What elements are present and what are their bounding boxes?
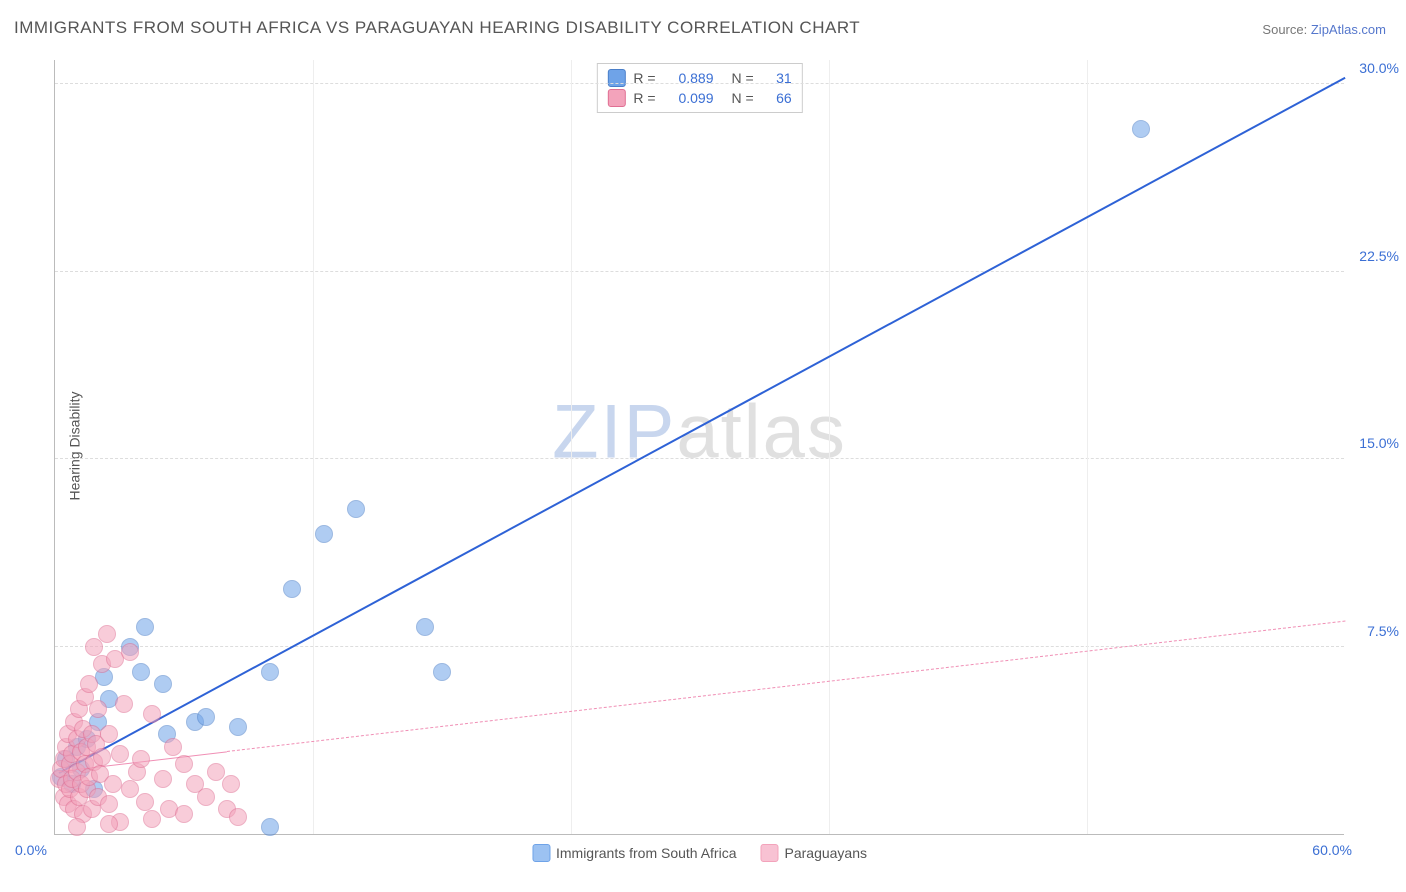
legend-stats: R =0.889N =31 R = 0.099 N = 66	[596, 63, 802, 113]
data-point	[229, 808, 247, 826]
gridline-horizontal	[55, 271, 1344, 272]
data-point	[132, 750, 150, 768]
legend-stat-row: R = 0.099 N = 66	[607, 88, 791, 108]
source-link[interactable]: ZipAtlas.com	[1311, 22, 1386, 37]
data-point	[347, 500, 365, 518]
watermark: ZIPatlas	[552, 388, 847, 475]
data-point	[175, 755, 193, 773]
data-point	[229, 718, 247, 736]
data-point	[261, 818, 279, 836]
source-label: Source:	[1262, 22, 1307, 37]
data-point	[154, 675, 172, 693]
data-point	[222, 775, 240, 793]
data-point	[80, 675, 98, 693]
data-point	[68, 818, 86, 836]
gridline-horizontal	[55, 83, 1344, 84]
legend-series-label: Immigrants from South Africa	[556, 845, 737, 861]
legend-series-item: Paraguayans	[761, 844, 868, 862]
legend-swatch	[761, 844, 779, 862]
data-point	[100, 795, 118, 813]
y-tick-label: 30.0%	[1359, 60, 1399, 76]
legend-series: Immigrants from South Africa Paraguayans	[532, 844, 867, 862]
r-value: 0.099	[664, 90, 714, 106]
data-point	[315, 525, 333, 543]
gridline-horizontal	[55, 458, 1344, 459]
plot-area: ZIPatlas R =0.889N =31R =0.099N =66 Immi…	[54, 60, 1344, 835]
data-point	[416, 618, 434, 636]
data-point	[115, 695, 133, 713]
legend-series-label: Paraguayans	[785, 845, 868, 861]
gridline-vertical	[313, 60, 314, 834]
n-label: N =	[732, 90, 754, 106]
data-point	[104, 775, 122, 793]
data-point	[154, 770, 172, 788]
x-tick-label: 0.0%	[15, 842, 47, 858]
y-tick-label: 15.0%	[1359, 435, 1399, 451]
data-point	[433, 663, 451, 681]
legend-stat-row: R =0.889N =31	[607, 68, 791, 88]
correlation-chart: IMMIGRANTS FROM SOUTH AFRICA VS PARAGUAY…	[0, 0, 1406, 892]
data-point	[283, 580, 301, 598]
data-point	[143, 705, 161, 723]
data-point	[93, 748, 111, 766]
r-label: R =	[633, 90, 655, 106]
legend-swatch	[607, 89, 625, 107]
data-point	[175, 805, 193, 823]
trend-line	[227, 621, 1345, 752]
data-point	[197, 788, 215, 806]
y-tick-label: 7.5%	[1367, 623, 1399, 639]
data-point	[164, 738, 182, 756]
data-point	[143, 810, 161, 828]
y-tick-label: 22.5%	[1359, 248, 1399, 264]
data-point	[261, 663, 279, 681]
gridline-horizontal	[55, 646, 1344, 647]
legend-swatch	[607, 69, 625, 87]
data-point	[121, 643, 139, 661]
gridline-vertical	[571, 60, 572, 834]
data-point	[132, 663, 150, 681]
source-attribution: Source: ZipAtlas.com	[1262, 22, 1386, 37]
data-point	[100, 725, 118, 743]
x-tick-label: 60.0%	[1312, 842, 1352, 858]
data-point	[100, 815, 118, 833]
data-point	[89, 700, 107, 718]
data-point	[111, 745, 129, 763]
data-point	[136, 793, 154, 811]
data-point	[207, 763, 225, 781]
chart-title: IMMIGRANTS FROM SOUTH AFRICA VS PARAGUAY…	[14, 18, 860, 38]
gridline-vertical	[1087, 60, 1088, 834]
gridline-vertical	[829, 60, 830, 834]
watermark-atlas: atlas	[676, 389, 847, 474]
data-point	[136, 618, 154, 636]
data-point	[197, 708, 215, 726]
n-value: 66	[762, 90, 792, 106]
trend-line	[59, 77, 1346, 774]
legend-series-item: Immigrants from South Africa	[532, 844, 737, 862]
data-point	[98, 625, 116, 643]
data-point	[1132, 120, 1150, 138]
data-point	[121, 780, 139, 798]
legend-swatch	[532, 844, 550, 862]
